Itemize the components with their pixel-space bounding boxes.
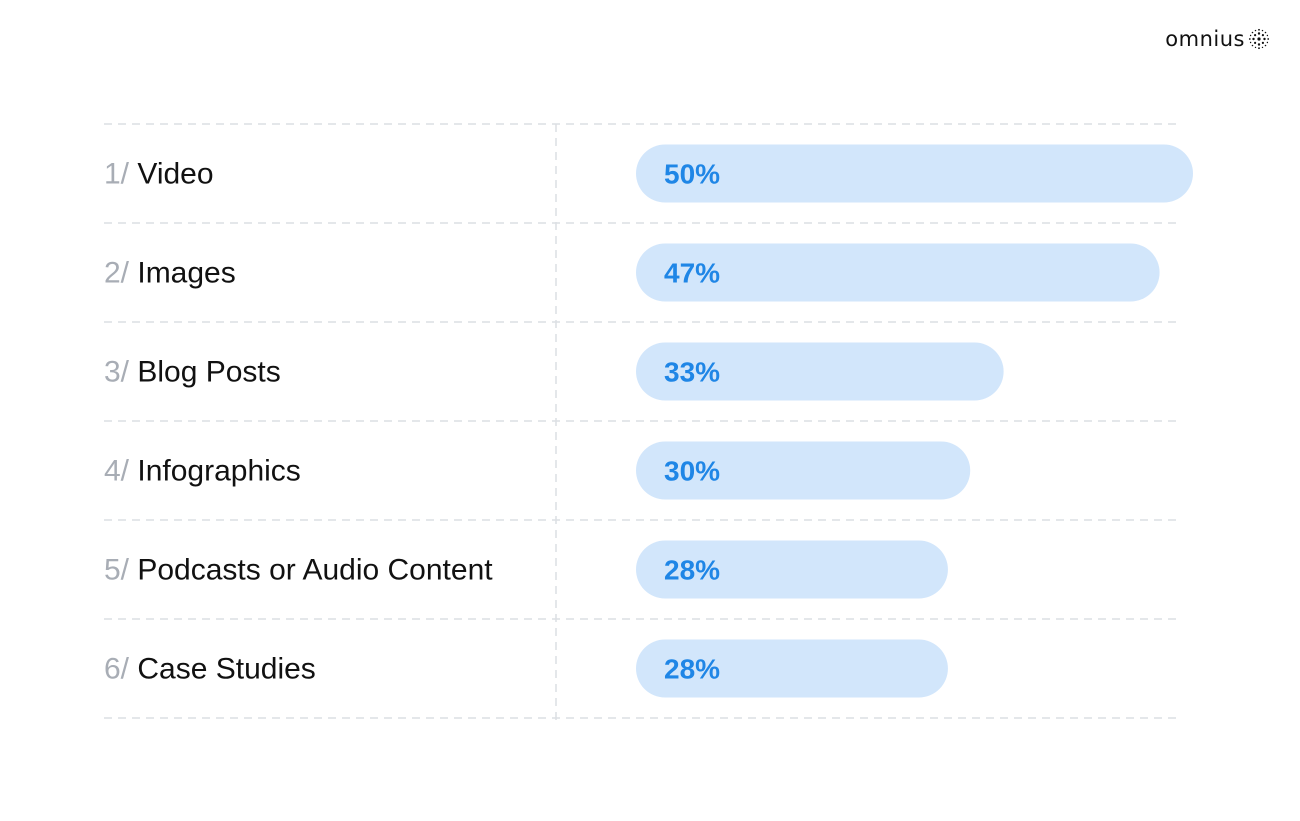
data-label: 28% <box>664 654 720 685</box>
category-label: 5/ Podcasts or Audio Content <box>104 554 493 587</box>
category-label: 4/ Infographics <box>104 455 301 488</box>
data-label: 30% <box>664 456 720 487</box>
omnius-dotted-sphere-icon <box>1248 28 1270 50</box>
category-name: Infographics <box>137 455 300 488</box>
bar <box>636 342 1004 401</box>
category-label: 3/ Blog Posts <box>104 356 281 389</box>
category-name: Images <box>137 257 235 290</box>
bar <box>636 639 948 698</box>
category-name: Video <box>137 158 213 191</box>
bar <box>636 441 971 500</box>
rank-number: 1/ <box>104 158 137 191</box>
rank-number: 5/ <box>104 554 137 587</box>
data-label: 50% <box>664 159 720 190</box>
data-label: 47% <box>664 258 720 289</box>
data-label: 33% <box>664 357 720 388</box>
data-label: 28% <box>664 555 720 586</box>
rank-number: 3/ <box>104 356 137 389</box>
rank-number: 4/ <box>104 455 137 488</box>
category-label: 1/ Video <box>104 158 214 191</box>
category-name: Case Studies <box>137 653 315 686</box>
brand-name: omnius <box>1165 27 1245 51</box>
category-name: Blog Posts <box>137 356 280 389</box>
category-name: Podcasts or Audio Content <box>137 554 493 587</box>
category-label: 2/ Images <box>104 257 236 290</box>
bar <box>636 540 948 599</box>
brand-logo: omnius <box>1165 26 1270 52</box>
rank-number: 2/ <box>104 257 137 290</box>
rank-number: 6/ <box>104 653 137 686</box>
bar <box>636 144 1193 203</box>
bar <box>636 243 1160 302</box>
category-label: 6/ Case Studies <box>104 653 316 686</box>
